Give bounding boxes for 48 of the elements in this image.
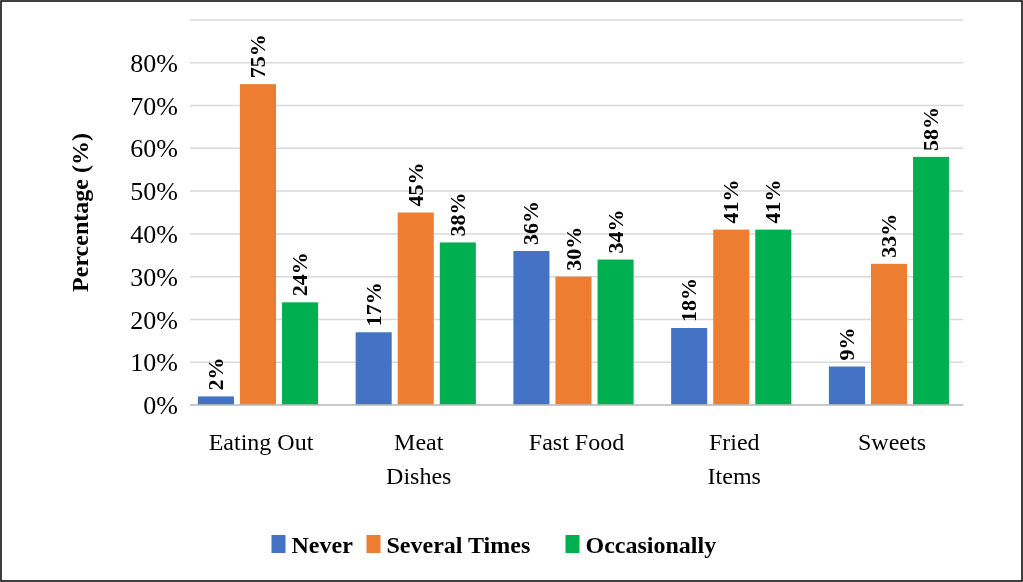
data-label: 41% [760, 179, 786, 224]
data-label: 36% [518, 201, 544, 245]
x-tick-label: Meat Dishes [386, 429, 452, 489]
bar [597, 259, 634, 405]
data-label: 58% [918, 106, 944, 151]
y-tick-label: 50% [130, 177, 178, 207]
y-tick-label: 80% [130, 48, 178, 78]
data-label: 41% [718, 179, 744, 224]
legend-label: Several Times [386, 532, 531, 559]
y-tick-label: 40% [130, 219, 178, 249]
bar [355, 332, 392, 405]
bar [197, 396, 234, 405]
data-label: 34% [602, 209, 628, 254]
y-tick-label: 20% [130, 305, 178, 335]
y-tick-label: 0% [143, 391, 178, 421]
data-label: 17% [360, 282, 386, 327]
y-axis-title: Percentage (%) [67, 133, 93, 292]
data-label: 30% [560, 226, 586, 271]
bar [713, 229, 750, 405]
bar [397, 212, 434, 405]
data-label: 38% [444, 192, 470, 237]
data-label: 45% [402, 162, 428, 207]
bar [671, 328, 708, 405]
x-tick-label: Sweets [858, 429, 927, 455]
bar [513, 251, 550, 405]
y-tick-label: 70% [130, 91, 178, 121]
bar [239, 84, 277, 405]
data-label: 18% [676, 278, 702, 322]
bar [439, 242, 476, 405]
data-label: 2% [202, 357, 228, 391]
y-tick-label: 30% [130, 262, 178, 292]
legend-label: Occasionally [585, 532, 717, 559]
bar [870, 263, 908, 405]
data-label: 33% [876, 213, 902, 258]
data-label: 9% [833, 327, 859, 361]
bar [913, 156, 950, 405]
x-tick-label: Fast Food [528, 429, 625, 455]
bar [755, 229, 792, 405]
data-label: 75% [244, 34, 270, 79]
x-tick-label: Fried Items [707, 429, 761, 489]
legend-label: Never [291, 532, 354, 559]
bar [828, 366, 865, 405]
data-label: 24% [287, 252, 313, 297]
bar [282, 302, 319, 405]
y-tick-label: 10% [130, 348, 178, 378]
y-tick-label: 60% [130, 134, 178, 164]
bar [555, 276, 592, 405]
x-tick-label: Eating Out [208, 429, 314, 455]
